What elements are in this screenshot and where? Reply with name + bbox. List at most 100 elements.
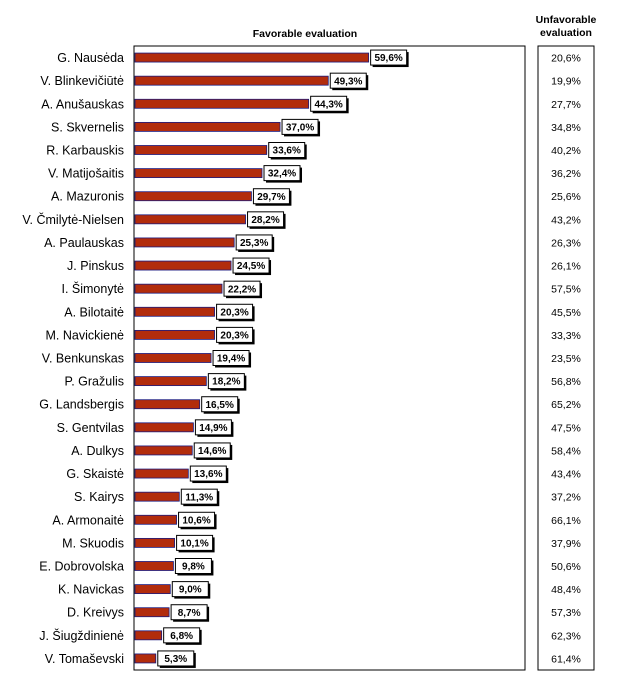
data-label-box-v-benkunskas (212, 350, 250, 366)
unfavorable-value-v-blinkeviciute: 19,9% (551, 76, 581, 88)
data-label-box-s-gentvilas (194, 419, 232, 436)
unfavorable-value-a-bilotaite: 45,5% (551, 307, 581, 319)
category-label-m-navickiene: M. Navickienė (46, 328, 125, 342)
category-label-e-dobrovolska: E. Dobrovolska (39, 560, 124, 574)
category-label-v-tomasevski: V. Tomaševski (45, 652, 124, 666)
category-label-v-cmilyte-nielsen: V. Čmilytė-Nielsen (22, 212, 124, 227)
bar-e-dobrovolska (134, 561, 174, 571)
data-label-box-k-navickas (171, 581, 209, 598)
data-label-v-matijosaitis: 32,4% (268, 169, 296, 180)
category-label-a-dulkys: A. Dulkys (71, 444, 124, 458)
data-label-a-bilotaite: 20,3% (220, 307, 248, 318)
bar-a-mazuronis (134, 191, 252, 202)
data-label-box-s-kairys (180, 488, 218, 505)
bar-v-blinkeviciute (134, 75, 329, 86)
bar-a-bilotaite (134, 306, 215, 317)
data-label-p-grazulis: 18,2% (212, 377, 240, 388)
category-label-s-skvernelis: S. Skvernelis (51, 120, 124, 134)
data-labels: 59,6% 49,3% 44,3% 37,0% 33,6% 32,4% 29,7% 28,2%… (157, 49, 409, 668)
unfavorable-value-m-skuodis: 37,9% (551, 538, 581, 550)
unfavorable-value-r-karbauskis: 40,2% (551, 145, 581, 157)
data-label-box-g-landsbergis (201, 396, 239, 413)
category-label-v-benkunskas: V. Benkunskas (42, 352, 124, 366)
unfavorable-value-s-kairys: 37,2% (551, 492, 581, 504)
category-label-v-blinkeviciute: V. Blinkevičiūtė (40, 74, 124, 88)
chart-title: Favorable evaluation (253, 28, 357, 40)
category-label-v-matijosaitis: V. Matijošaitis (48, 167, 124, 181)
data-label-s-skvernelis: 37,0% (286, 122, 314, 133)
bar-m-skuodis (134, 537, 175, 548)
category-label-j-pinskus: J. Pinskus (67, 259, 124, 273)
data-label-box-j-siugzdiniene (163, 627, 201, 644)
data-label-box-v-tomasevski (157, 650, 195, 667)
data-label-d-kreivys: 8,7% (178, 608, 201, 619)
category-label-g-nauseda: G. Nausėda (57, 51, 124, 65)
unfavorable-value-m-navickiene: 33,3% (551, 330, 581, 342)
unfavorable-value-i-simonyte: 57,5% (551, 284, 581, 296)
unfavorable-value-v-cmilyte-nielsen: 43,2% (551, 214, 581, 226)
data-label-g-skaiste: 13,6% (194, 469, 222, 480)
data-label-box-r-karbauskis (268, 142, 306, 158)
bar-s-kairys (134, 491, 180, 502)
unfavorable-value-e-dobrovolska: 50,6% (551, 561, 581, 573)
category-label-s-gentvilas: S. Gentvilas (57, 421, 124, 435)
bar-j-siugzdiniene (134, 630, 163, 641)
unfavorable-value-g-nauseda: 20,6% (551, 53, 581, 65)
data-label-box-p-grazulis (207, 373, 245, 390)
bar-s-gentvilas (134, 422, 194, 433)
unfavorable-value-s-gentvilas: 47,5% (551, 422, 581, 434)
data-label-box-a-armonaite (178, 511, 216, 528)
data-label-j-pinskus: 24,5% (237, 261, 265, 272)
data-label-box-s-skvernelis (281, 118, 319, 135)
data-label-s-gentvilas: 14,9% (199, 423, 227, 434)
bar-v-matijosaitis (134, 168, 263, 179)
data-label-e-dobrovolska: 9,8% (182, 562, 205, 573)
unfavorable-header-line1: Unfavorable (536, 14, 597, 26)
unfavorable-value-j-siugzdiniene: 62,3% (551, 630, 581, 642)
bar-d-kreivys (134, 607, 170, 618)
unfavorable-value-g-skaiste: 43,4% (551, 469, 581, 481)
data-label-i-simonyte: 22,2% (228, 284, 256, 295)
bar-a-anusauskas (134, 98, 310, 109)
category-label-a-bilotaite: A. Bilotaitė (64, 305, 124, 319)
bars (134, 52, 370, 664)
data-label-a-anusauskas: 44,3% (314, 99, 342, 110)
data-label-k-navickas: 9,0% (179, 585, 202, 596)
data-label-box-v-matijosaitis (263, 165, 301, 182)
data-label-a-paulauskas: 25,3% (240, 238, 268, 249)
bar-j-pinskus (134, 260, 232, 271)
data-label-box-e-dobrovolska (174, 558, 212, 574)
category-label-a-paulauskas: A. Paulauskas (44, 236, 124, 250)
data-label-v-cmilyte-nielsen: 28,2% (251, 215, 279, 226)
category-label-a-armonaite: A. Armonaitė (52, 513, 124, 527)
category-label-r-karbauskis: R. Karbauskis (46, 144, 124, 158)
bar-v-tomasevski (134, 653, 157, 664)
unfavorable-column-frame (537, 45, 595, 671)
unfavorable-value-g-landsbergis: 65,2% (551, 399, 581, 411)
bar-g-nauseda (134, 52, 370, 63)
category-label-k-navickas: K. Navickas (58, 583, 124, 597)
data-label-a-mazuronis: 29,7% (257, 192, 285, 203)
category-label-i-simonyte: I. Šimonytė (61, 281, 124, 296)
bar-s-skvernelis (134, 121, 281, 132)
bar-k-navickas (134, 584, 171, 595)
category-labels: G. Nausėda V. Blinkevičiūtė A. Anušauskas S… (22, 51, 124, 666)
data-label-box-a-paulauskas (235, 234, 273, 251)
category-label-j-siugzdiniene: J. Šiugždinienė (39, 628, 124, 643)
data-label-g-landsbergis: 16,5% (206, 400, 234, 411)
unfavorable-value-s-skvernelis: 34,8% (551, 122, 581, 134)
bar-v-benkunskas (134, 353, 212, 363)
data-label-box-a-mazuronis (252, 188, 290, 205)
unfavorable-value-j-pinskus: 26,1% (551, 261, 581, 273)
data-label-v-benkunskas: 19,4% (217, 354, 245, 365)
data-label-j-siugzdiniene: 6,8% (170, 631, 193, 642)
data-label-box-a-anusauskas (310, 95, 348, 112)
data-label-box-a-dulkys (193, 442, 231, 459)
unfavorable-value-a-armonaite: 66,1% (551, 515, 581, 527)
category-label-a-anusauskas: A. Anušauskas (41, 97, 124, 111)
data-label-a-dulkys: 14,6% (198, 446, 226, 457)
data-label-box-j-pinskus (232, 257, 270, 274)
unfavorable-value-v-tomasevski: 61,4% (551, 653, 581, 665)
unfavorable-value-a-mazuronis: 25,6% (551, 191, 581, 203)
data-label-v-blinkeviciute: 49,3% (334, 76, 362, 87)
